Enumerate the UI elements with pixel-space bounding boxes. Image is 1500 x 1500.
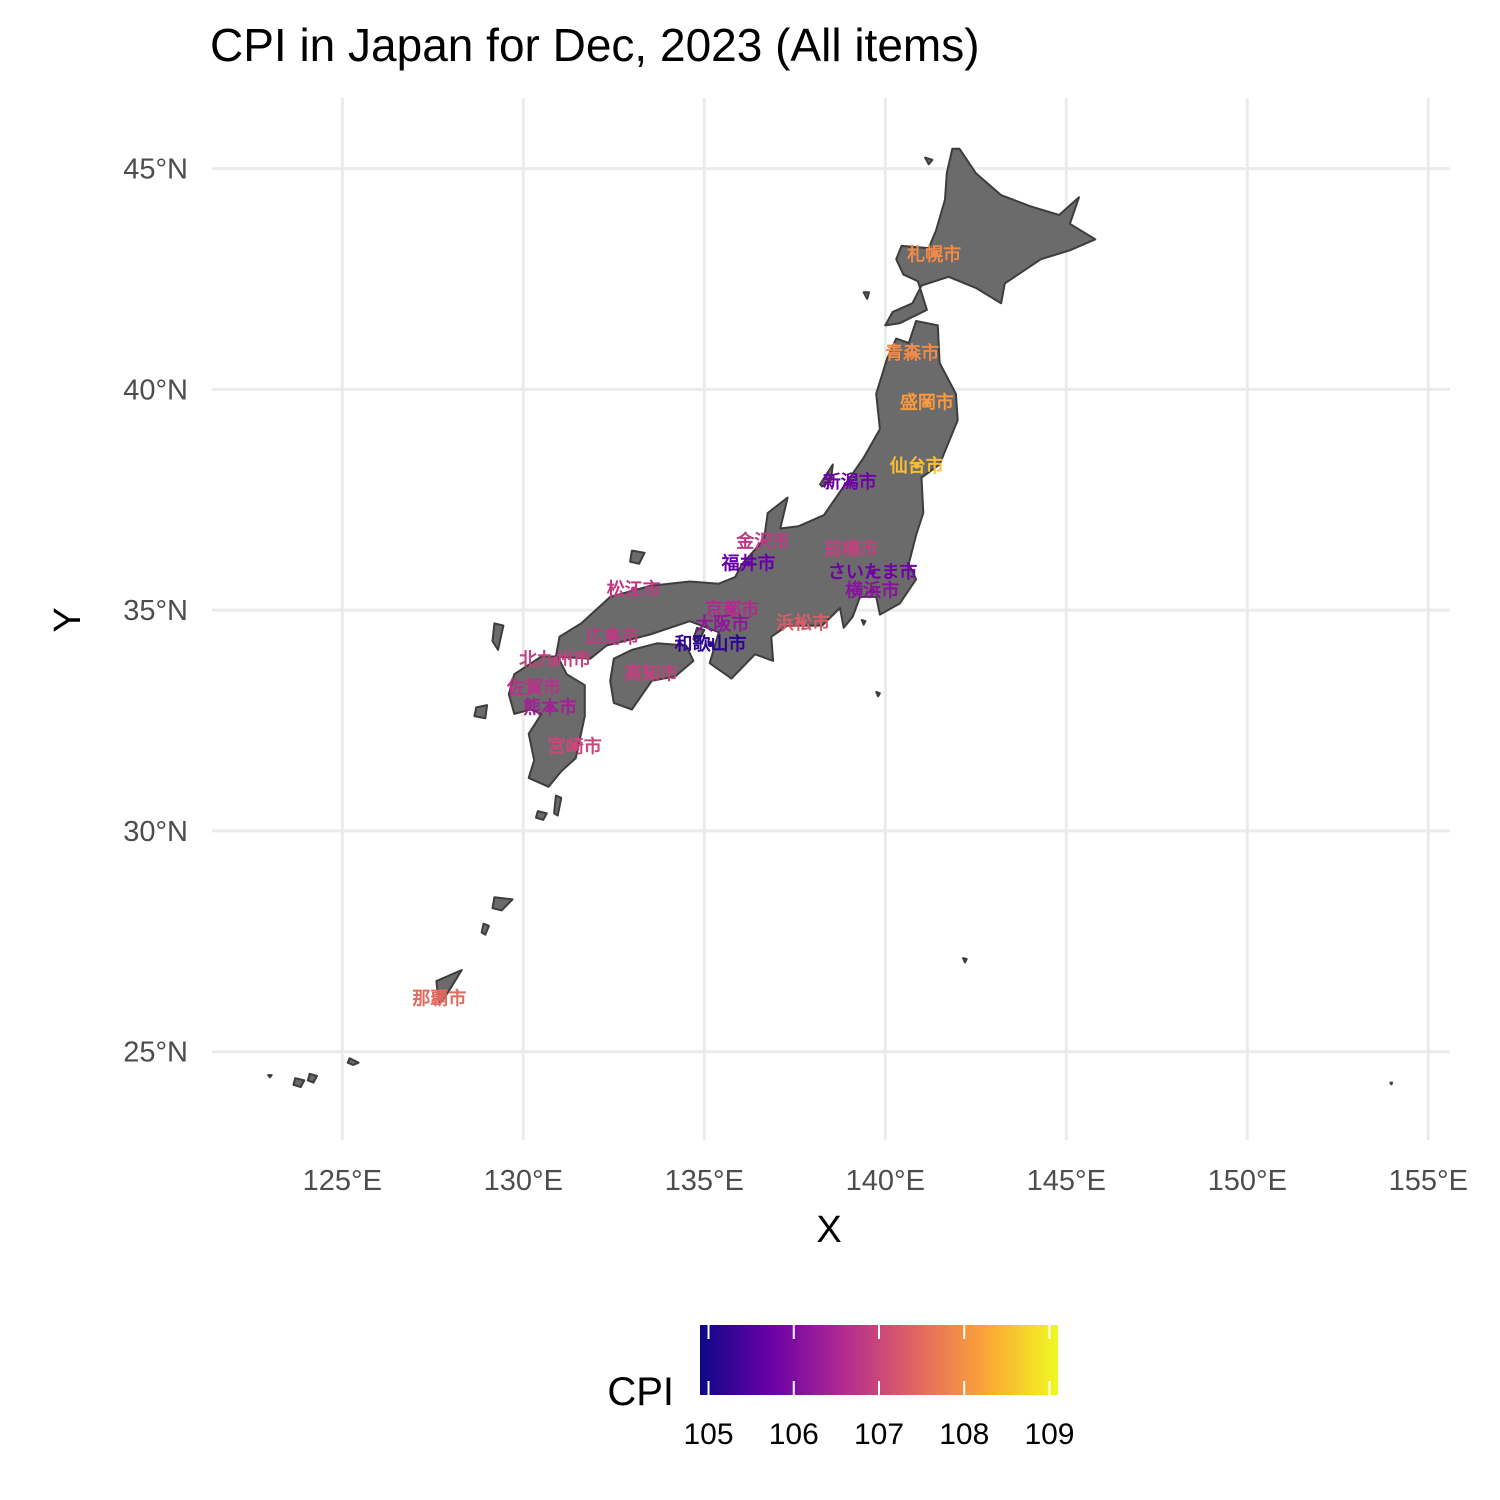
city-label: 金沢市 [735,530,790,552]
land-iriomote [292,1077,306,1088]
y-tick-label: 35°N [123,595,188,627]
land-amami [491,896,514,912]
city-point [707,641,714,648]
land-awaji [692,626,706,645]
city-point [913,462,920,469]
city-point [552,656,559,663]
city-point [571,743,578,750]
land-sado [819,463,834,488]
city-point [436,995,443,1002]
city-label: 広島市 [585,626,639,648]
city-label: 青森市 [885,342,939,364]
legend-tick-label: 108 [939,1418,989,1451]
y-tick-label: 30°N [123,816,188,848]
city-point [745,560,752,567]
city-label: 高知市 [624,663,678,685]
land-goto [473,704,489,720]
city-label: 横浜市 [845,580,899,602]
city-label: 佐賀市 [506,676,561,698]
land-rishiri [924,156,934,166]
city-label: 那覇市 [412,987,466,1009]
x-tick-label: 155°E [1389,1165,1468,1197]
land-honshu [554,320,959,680]
city-point [719,620,726,627]
x-tick-label: 130°E [484,1165,563,1197]
city-label: 京都市 [705,599,759,621]
land-okushiri [862,291,870,300]
city-label: 新潟市 [823,471,877,493]
x-tick-label: 150°E [1208,1165,1287,1197]
legend-tick-label: 106 [769,1418,819,1451]
legend-tick-label: 109 [1024,1418,1074,1451]
x-tick-label: 135°E [665,1165,744,1197]
city-point [531,684,538,691]
legend-tick-label: 107 [854,1418,904,1451]
city-label: 大阪市 [695,613,749,635]
city-label: 松江市 [607,578,661,600]
land-yonaguni [267,1074,273,1079]
x-tick-label: 125°E [303,1165,382,1197]
city-point [909,350,916,357]
land-yakushima [535,810,548,821]
city-point [630,586,637,593]
x-tick-label: 145°E [1027,1165,1106,1197]
city-label: 盛岡市 [900,392,954,414]
city-point [609,634,616,641]
land-miyako [346,1057,360,1066]
land-tokunoshima [480,922,490,936]
city-label: さいたま市 [828,561,917,583]
land-chichijima [962,957,968,964]
city-label: 和歌山市 [674,633,746,655]
land-hokkaido [884,147,1097,327]
city-point [800,619,807,626]
city-point [547,704,554,711]
city-label: 宮崎市 [548,736,602,758]
city-point [869,569,876,576]
city-label: 北九州市 [519,649,591,671]
grid-lines [212,98,1450,1140]
city-point [869,587,876,594]
land-hachijo [875,690,881,698]
chart-title: CPI in Japan for Dec, 2023 (All items) [210,19,980,71]
land-ishigaki [306,1072,318,1084]
axis-tick-labels: 125°E 130°E 135°E 140°E 145°E 150°E 155°E 25°N 3… [123,154,1468,1197]
city-label: 浜松市 [776,612,830,634]
y-axis-title: Y [47,607,89,632]
legend-title: CPI [607,1370,674,1414]
land-tanegashima [553,794,563,817]
land-izu-oshima [860,618,867,626]
city-label: 仙台市 [890,455,944,477]
city-point [931,251,938,258]
city-label: 札幌市 [906,243,961,265]
city-point [648,670,655,677]
land-kyushu [507,655,586,788]
cpi-legend: CPI 105 106 107 108 109 [607,1325,1075,1451]
city-label: 前橋市 [824,538,878,560]
y-tick-label: 25°N [123,1037,188,1069]
land-oki [629,549,646,565]
city-point [848,545,855,552]
y-tick-label: 45°N [123,154,188,186]
city-point [846,479,853,486]
x-axis-title: X [816,1209,841,1251]
city-point [729,606,736,613]
city-label: 熊本市 [523,696,577,718]
city-label: 福井市 [720,552,775,574]
y-tick-label: 40°N [123,374,188,406]
land-tsushima [491,622,505,651]
x-tick-label: 140°E [846,1165,925,1197]
land-minamitorishima [1389,1081,1394,1086]
legend-tick-label: 105 [683,1418,733,1451]
city-point [760,538,767,545]
city-point [923,399,930,406]
legend-ticks: 105 106 107 108 109 [683,1325,1075,1451]
